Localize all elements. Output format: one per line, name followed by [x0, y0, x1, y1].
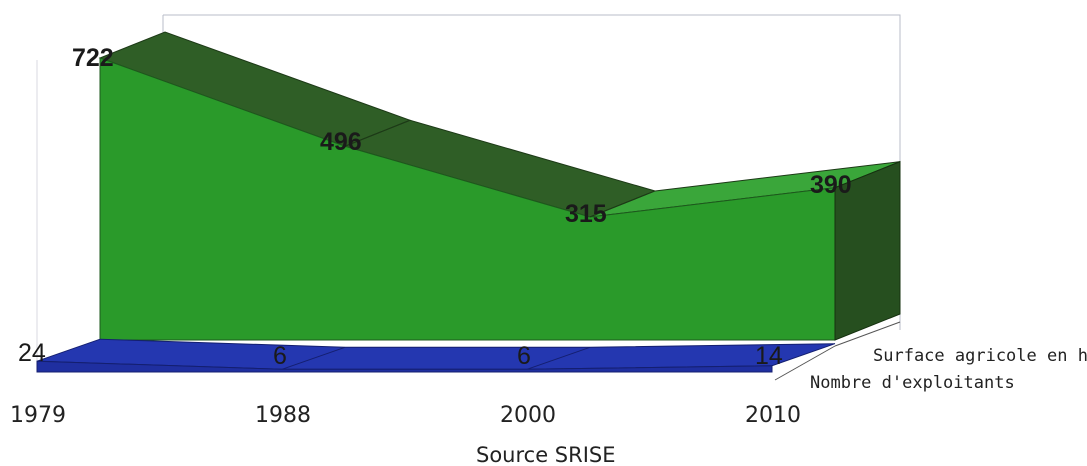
x-tick-2010: 2010	[745, 403, 801, 428]
data-label-surface-2000: 315	[565, 200, 607, 228]
x-tick-2000: 2000	[500, 403, 556, 428]
series-label-surface: Surface agricole en ha	[873, 346, 1087, 366]
exploitants-divider-1988	[281, 346, 346, 370]
surface-side-face	[834, 160, 901, 341]
data-label-surface-1988: 496	[320, 128, 362, 156]
source-caption: Source SRISE	[476, 443, 616, 466]
x-tick-1979: 1979	[10, 403, 66, 428]
surface-divider-2000	[589, 190, 656, 218]
series-surface-area	[98, 31, 901, 341]
floor-depth-line	[834, 321, 901, 347]
series-exploitants-area	[36, 338, 836, 373]
data-label-exploitants-1979: 24	[18, 339, 46, 367]
surface-divider-1988	[344, 119, 411, 147]
series-label-exploitants: Nombre d'exploitants	[810, 373, 1015, 393]
data-label-exploitants-2010: 14	[755, 342, 783, 370]
data-label-exploitants-2000: 6	[517, 342, 531, 370]
exploitants-divider-2000	[526, 346, 591, 370]
floor-front-line	[774, 345, 836, 381]
x-tick-1988: 1988	[255, 403, 311, 428]
data-label-exploitants-1988: 6	[273, 342, 287, 370]
data-label-surface-2010: 390	[810, 171, 852, 199]
exploitants-front-face	[36, 360, 773, 373]
data-label-surface-1979: 722	[72, 44, 114, 72]
